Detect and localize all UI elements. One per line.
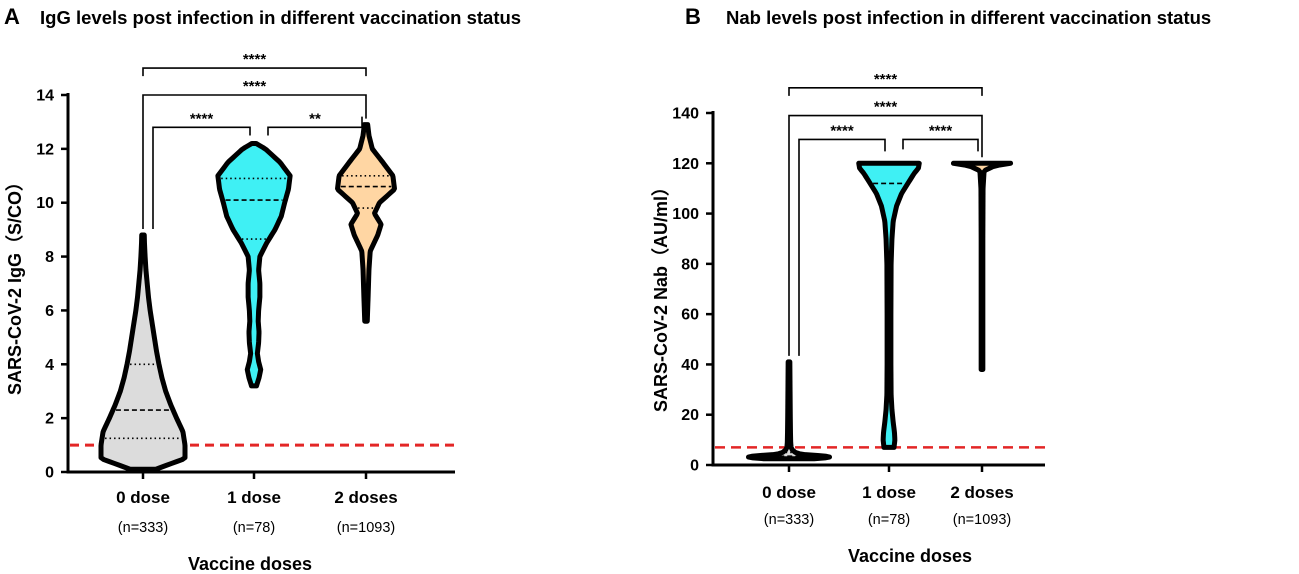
category-label: 0 dose — [762, 483, 816, 502]
panel-b-y-axis-title: SARS-CoV-2 Nab（AU/ml） — [651, 178, 671, 412]
significance-bracket — [142, 94, 367, 230]
sample-size-label: (n=333) — [118, 520, 168, 536]
violin-2 — [950, 160, 1014, 372]
significance-bracket — [788, 87, 983, 96]
significance-bracket — [902, 138, 979, 152]
significance-bracket — [152, 126, 251, 230]
y-tick-label: 80 — [681, 256, 699, 273]
panel-b: B Nab levels post infection in different… — [651, 4, 1211, 566]
panel-a-title: IgG levels post infection in different v… — [40, 7, 521, 28]
significance-label: **** — [874, 99, 898, 116]
y-tick-label: 140 — [672, 106, 699, 123]
significance-label: ** — [309, 110, 321, 127]
significance-label: **** — [243, 51, 267, 68]
y-tick-label: 120 — [672, 156, 699, 173]
sample-size-label: (n=78) — [868, 512, 910, 528]
significance-label: **** — [190, 110, 214, 127]
panel-a-letter: A — [4, 4, 20, 29]
category-label: 1 dose — [862, 483, 916, 502]
violin-1 — [215, 140, 293, 389]
violin-0 — [745, 359, 833, 462]
significance-label: **** — [874, 71, 898, 88]
y-tick-label: 0 — [45, 465, 54, 482]
y-tick-label: 100 — [672, 206, 699, 223]
category-label: 2 doses — [950, 483, 1013, 502]
y-tick-label: 2 — [45, 411, 54, 428]
sample-size-label: (n=1093) — [337, 520, 395, 536]
sample-size-label: (n=333) — [764, 512, 814, 528]
panel-b-letter: B — [685, 4, 701, 29]
y-tick-label: 10 — [36, 195, 54, 212]
category-label: 1 dose — [227, 488, 281, 507]
violin-1 — [856, 160, 922, 450]
panel-b-plot: 0 20 40 60 80 100 120 140 0 dose (n=333) 1 dose (n=… — [672, 71, 1045, 528]
significance-bracket — [267, 116, 363, 136]
violin-2 — [335, 122, 397, 324]
y-tick-label: 14 — [36, 88, 54, 105]
significance-label: **** — [830, 122, 854, 139]
significance-bracket — [798, 138, 886, 356]
significance-bracket — [142, 67, 367, 77]
category-label: 2 doses — [334, 488, 397, 507]
y-tick-label: 4 — [45, 357, 54, 374]
y-tick-label: 8 — [45, 249, 54, 266]
panel-a-plot: 0 2 4 6 8 10 12 14 0 dose (n=333) 1 dose (n=78) 2 do… — [36, 51, 455, 536]
panel-b-title: Nab levels post infection in different v… — [726, 7, 1211, 28]
y-tick-label: 0 — [690, 458, 699, 475]
significance-label: **** — [929, 122, 953, 139]
y-tick-label: 20 — [681, 407, 699, 424]
significance-bracket — [788, 114, 983, 356]
significance-label: **** — [243, 78, 267, 95]
y-tick-label: 6 — [45, 303, 54, 320]
panel-a-x-axis-title: Vaccine doses — [188, 554, 312, 574]
y-tick-label: 60 — [681, 307, 699, 324]
sample-size-label: (n=78) — [233, 520, 275, 536]
panel-b-x-axis-title: Vaccine doses — [848, 546, 972, 566]
sample-size-label: (n=1093) — [953, 512, 1011, 528]
y-tick-label: 40 — [681, 357, 699, 374]
y-tick-label: 12 — [36, 141, 54, 158]
category-label: 0 dose — [116, 488, 170, 507]
panel-a: A IgG levels post infection in different… — [4, 4, 521, 574]
panel-a-y-axis-title: SARS-CoV-2 IgG（S/CO） — [5, 173, 25, 395]
violin-0 — [98, 232, 188, 472]
